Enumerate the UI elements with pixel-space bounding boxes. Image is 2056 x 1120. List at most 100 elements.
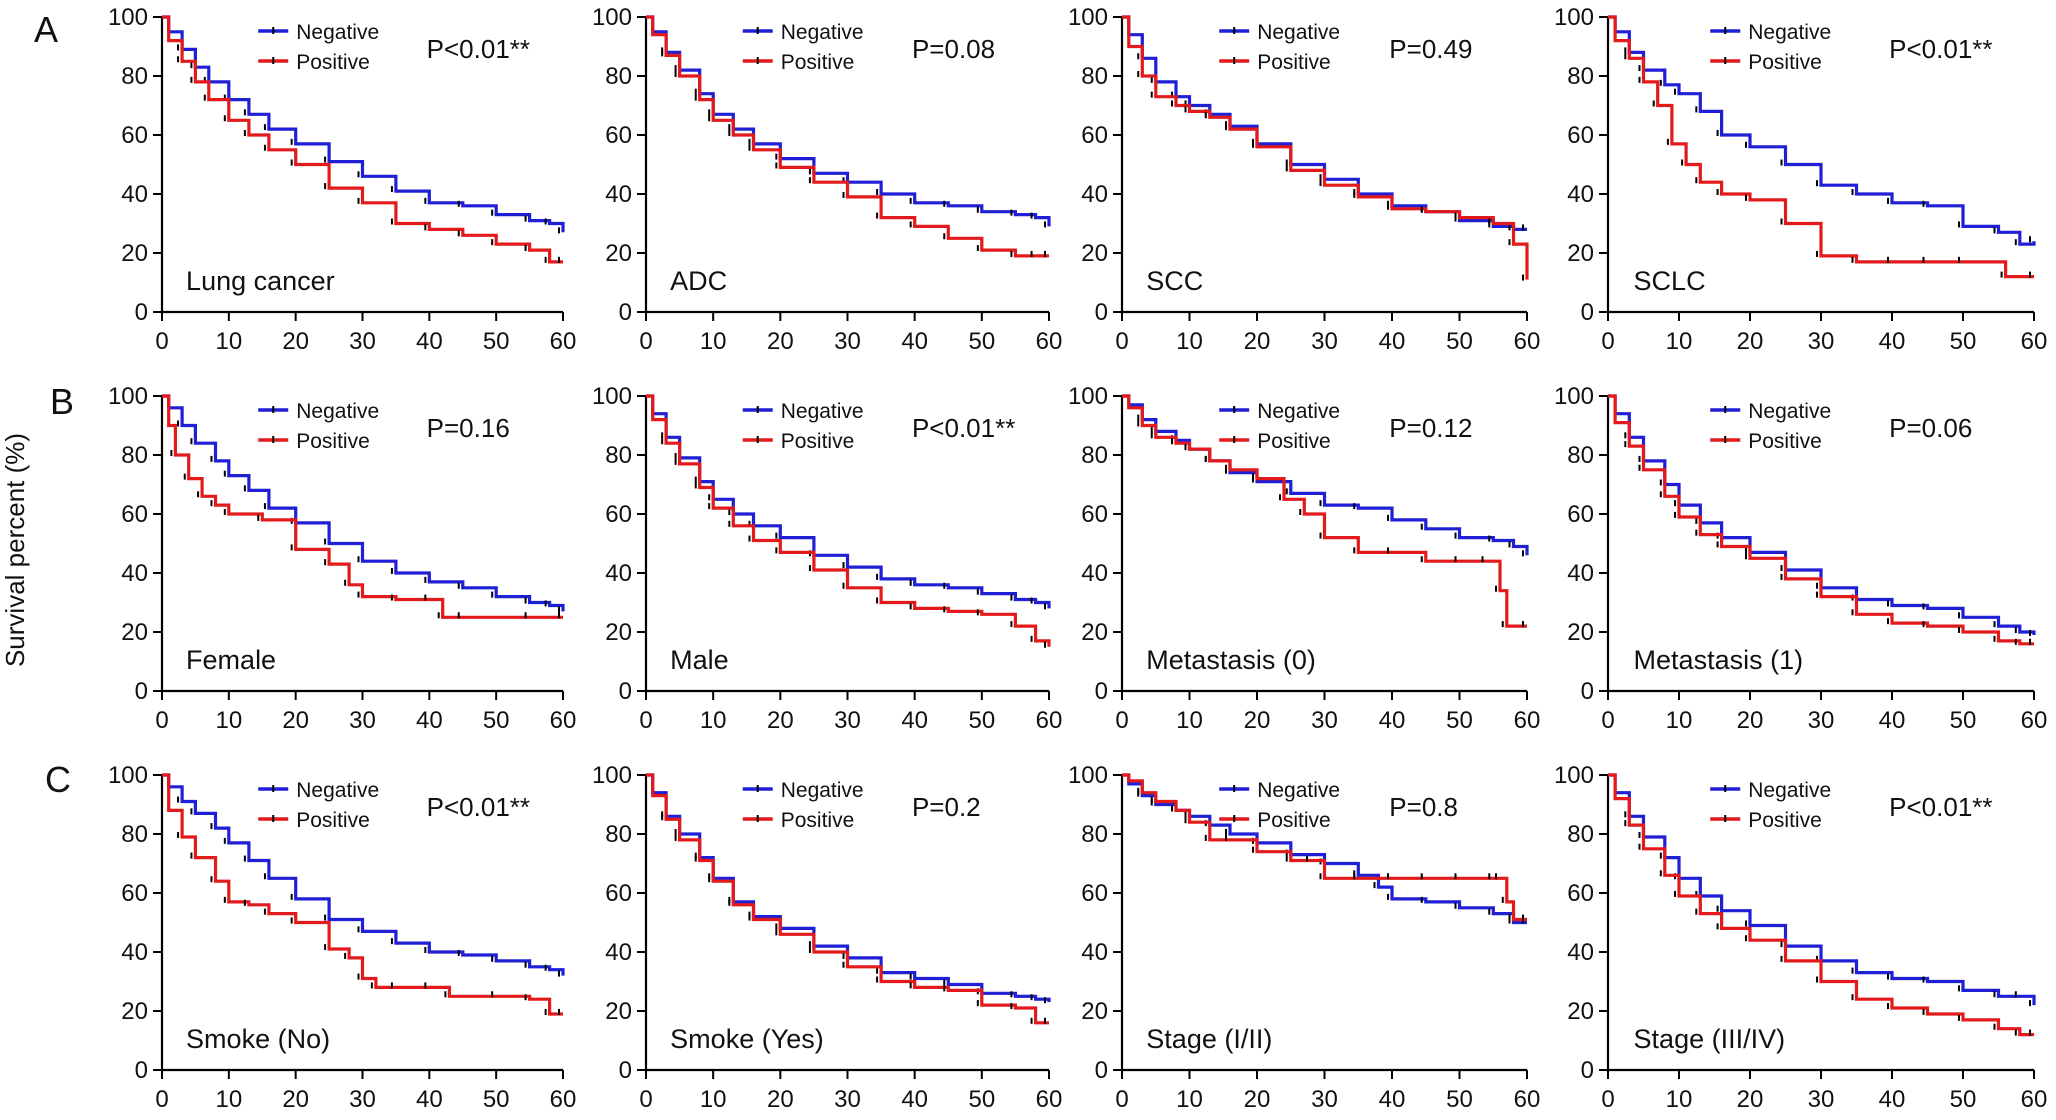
- y-tick-label: 20: [121, 998, 148, 1025]
- x-tick-label: 30: [1311, 328, 1338, 355]
- x-tick-label: 50: [483, 1086, 510, 1113]
- y-tick-label: 20: [605, 240, 632, 267]
- x-tick-label: 60: [1514, 328, 1541, 355]
- panel-8: 0 20 40 60 80 100 0 10 20 30 40 50 60 Negative Positiv…: [108, 762, 576, 1113]
- y-tick-label: 80: [1567, 821, 1594, 848]
- x-tick-label: 0: [1601, 328, 1614, 355]
- y-tick-label: 60: [121, 880, 148, 907]
- x-tick-label: 20: [1737, 328, 1764, 355]
- x-tick-label: 50: [483, 328, 510, 355]
- y-tick-label: 20: [1567, 998, 1594, 1025]
- y-tick-label: 20: [1567, 619, 1594, 646]
- x-tick-label: 30: [349, 707, 376, 734]
- y-tick-label: 0: [1095, 1057, 1108, 1084]
- y-tick-label: 80: [121, 63, 148, 90]
- y-tick-label: 40: [121, 560, 148, 587]
- legend-label: Negative: [781, 400, 864, 423]
- x-tick-label: 30: [349, 328, 376, 355]
- y-tick-label: 100: [108, 762, 148, 789]
- x-tick-label: 10: [215, 707, 242, 734]
- legend-label: Positive: [296, 51, 370, 74]
- panel-subtitle: Metastasis (0): [1146, 645, 1316, 675]
- y-tick-label: 40: [605, 560, 632, 587]
- series-line-positive: [646, 773, 1049, 1025]
- y-tick-label: 60: [1081, 880, 1108, 907]
- panel-6: 0 20 40 60 80 100 0 10 20 30 40 50 60 Negative Positiv…: [1068, 383, 1540, 734]
- legend-label: Positive: [296, 809, 370, 832]
- y-tick-label: 100: [1554, 762, 1594, 789]
- legend-label: Positive: [1257, 430, 1331, 453]
- x-tick-label: 50: [1446, 1086, 1473, 1113]
- x-tick-label: 20: [282, 1086, 309, 1113]
- x-tick-label: 20: [282, 707, 309, 734]
- legend-label: Positive: [1748, 430, 1822, 453]
- y-tick-label: 100: [108, 4, 148, 31]
- x-tick-label: 50: [968, 707, 995, 734]
- legend-label: Negative: [296, 21, 379, 44]
- y-tick-label: 60: [121, 122, 148, 149]
- y-tick-label: 80: [1081, 63, 1108, 90]
- x-tick-label: 30: [834, 328, 861, 355]
- legend-label: Negative: [1748, 779, 1831, 802]
- p-value-label: P<0.01**: [912, 413, 1015, 443]
- panel-subtitle: Metastasis (1): [1634, 645, 1804, 675]
- y-tick-label: 0: [619, 1057, 632, 1084]
- y-tick-label: 60: [1081, 122, 1108, 149]
- x-tick-label: 40: [416, 1086, 443, 1113]
- x-tick-label: 10: [1176, 328, 1203, 355]
- legend-label: Positive: [781, 51, 855, 74]
- p-value-label: P<0.01**: [1889, 34, 1992, 64]
- y-tick-label: 60: [1567, 880, 1594, 907]
- legend-label: Positive: [1748, 809, 1822, 832]
- panel-5: 0 20 40 60 80 100 0 10 20 30 40 50 60 Negative Positiv…: [592, 383, 1062, 734]
- x-tick-label: 30: [1808, 328, 1835, 355]
- x-tick-label: 0: [155, 1086, 168, 1113]
- y-tick-label: 100: [592, 4, 632, 31]
- x-tick-label: 0: [1115, 1086, 1128, 1113]
- x-tick-label: 20: [767, 328, 794, 355]
- legend-label: Negative: [296, 779, 379, 802]
- x-tick-label: 10: [215, 328, 242, 355]
- x-tick-label: 40: [1379, 707, 1406, 734]
- y-tick-label: 80: [121, 442, 148, 469]
- panel-subtitle: Stage (III/IV): [1634, 1024, 1786, 1054]
- x-tick-label: 50: [1950, 328, 1977, 355]
- y-tick-label: 20: [1081, 998, 1108, 1025]
- x-tick-label: 10: [1666, 707, 1693, 734]
- series-line-positive: [162, 773, 563, 1016]
- x-tick-label: 10: [215, 1086, 242, 1113]
- legend-label: Negative: [1748, 400, 1831, 423]
- panel-7: 0 20 40 60 80 100 0 10 20 30 40 50 60 Negative Positiv…: [1554, 383, 2047, 734]
- series-line-negative: [162, 394, 565, 612]
- x-tick-label: 40: [416, 328, 443, 355]
- y-tick-label: 20: [1567, 240, 1594, 267]
- x-tick-label: 40: [901, 1086, 928, 1113]
- y-tick-label: 40: [605, 939, 632, 966]
- p-value-label: P<0.01**: [427, 792, 530, 822]
- y-tick-label: 0: [135, 678, 148, 705]
- legend-label: Positive: [1257, 809, 1331, 832]
- y-axis-label: Survival percent (%): [0, 433, 30, 667]
- series-line-positive: [1122, 15, 1529, 280]
- x-tick-label: 20: [1244, 328, 1271, 355]
- panel-subtitle: Male: [670, 645, 729, 675]
- y-tick-label: 0: [619, 678, 632, 705]
- y-tick-label: 100: [1068, 4, 1108, 31]
- y-tick-label: 20: [121, 240, 148, 267]
- x-tick-label: 40: [1879, 1086, 1906, 1113]
- y-tick-label: 40: [1081, 939, 1108, 966]
- x-tick-label: 20: [282, 328, 309, 355]
- y-tick-label: 60: [121, 501, 148, 528]
- x-tick-label: 0: [639, 707, 652, 734]
- y-tick-label: 60: [1081, 501, 1108, 528]
- panel-subtitle: SCLC: [1634, 266, 1706, 296]
- x-tick-label: 50: [483, 707, 510, 734]
- x-tick-label: 10: [1176, 707, 1203, 734]
- x-tick-label: 60: [1036, 707, 1063, 734]
- panel-subtitle: Lung cancer: [186, 266, 335, 296]
- y-tick-label: 0: [1095, 678, 1108, 705]
- x-tick-label: 60: [550, 328, 577, 355]
- p-value-label: P=0.2: [912, 792, 981, 822]
- x-tick-label: 60: [550, 1086, 577, 1113]
- y-tick-label: 40: [121, 939, 148, 966]
